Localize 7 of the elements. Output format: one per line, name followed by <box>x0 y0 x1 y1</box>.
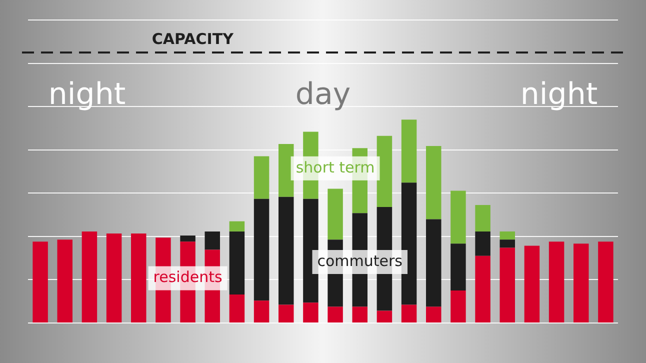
text: day <box>295 76 351 112</box>
text: night <box>520 76 598 112</box>
text: night <box>48 76 126 112</box>
series-label: residents <box>153 268 222 286</box>
ref-line-label: CAPACITY <box>152 30 235 48</box>
series-label: short term <box>296 158 375 176</box>
series-label: commuters <box>317 252 403 270</box>
